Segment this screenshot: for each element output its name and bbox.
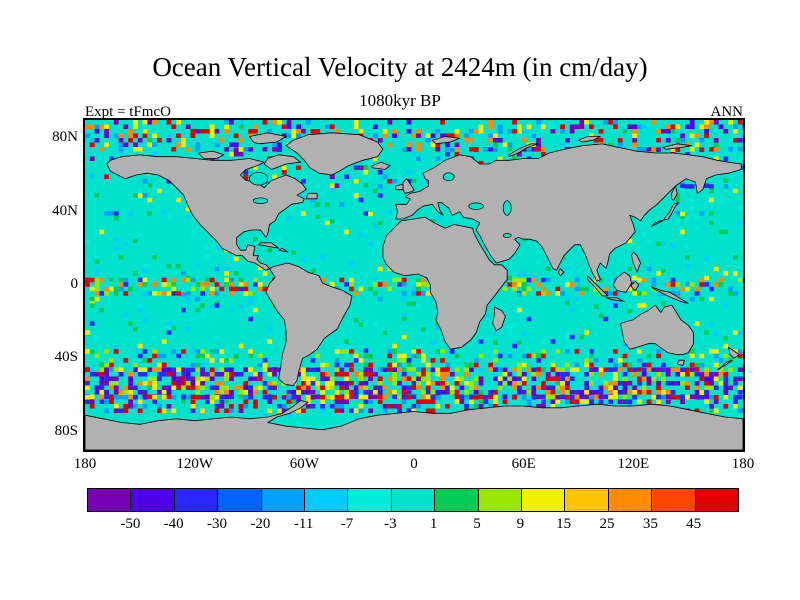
colorbar-segment [565,489,609,511]
lon-tick-label: 120W [176,456,213,472]
colorbar-segment [522,489,566,511]
colorbar-tick-label: 25 [599,516,615,532]
colorbar-segment [348,489,392,511]
colorbar-segment [261,489,306,511]
lat-tick-label: 80N [52,129,78,146]
colorbar-tick-label: -40 [163,516,184,532]
lon-tick-label: 60E [511,456,536,472]
colorbar-tick-label: -50 [120,516,141,532]
colorbar-segment [478,489,523,511]
colorbar-labels: -50 -40 -30 -20 -11 -7 -3 1 5 9 15 25 35 45 [87,516,737,536]
lat-tick-label: 0 [70,276,79,292]
colorbar-segment [435,489,479,511]
experiment-label: Expt = tFmcO [85,104,171,120]
colorbar-segment [391,489,436,511]
colorbar-tick-label: -30 [207,516,227,532]
lon-tick-label: 0 [410,456,418,472]
colorbar-tick-label: 9 [516,516,525,532]
colorbar-segment [652,489,696,511]
lon-tick-label: 120E [617,456,650,472]
colorbar-tick-label: 1 [429,516,438,532]
lon-tick-label: 180 [73,456,97,472]
lat-tick-label: 40N [52,202,78,219]
map-canvas [85,120,743,450]
colorbar-segment [305,489,349,511]
colorbar-segment [608,489,653,511]
colorbar-tick-label: -3 [384,516,397,532]
colorbar-segment [174,489,219,511]
inland-seas-layer [249,171,512,238]
colorbar-tick-label: -11 [293,516,314,532]
time-label: 1080kyr BP [359,91,441,110]
colorbar-segment [131,489,175,511]
colorbar-tick-label: 15 [556,516,572,532]
colorbar-tick-label: -20 [250,516,271,532]
colorbar-tick-label: -7 [340,516,354,532]
colorbar-tick-label: 35 [642,516,658,532]
lat-tick-label: 80S [54,422,78,439]
colorbar-segment [88,489,132,511]
colorbar-tick-label: 45 [686,516,702,532]
colorbar-segment [218,489,262,511]
colorbar-tick-label: 5 [473,516,481,532]
colorbar [87,488,739,512]
season-label: ANN [710,104,744,120]
lon-tick-label: 180 [731,456,755,472]
world-map-plot [83,118,745,452]
lon-tick-label: 60W [289,456,319,472]
plot-title: Ocean Vertical Velocity at 2424m (in cm/… [152,52,648,82]
lat-tick-label: 40S [54,349,78,366]
colorbar-segment [695,489,739,511]
